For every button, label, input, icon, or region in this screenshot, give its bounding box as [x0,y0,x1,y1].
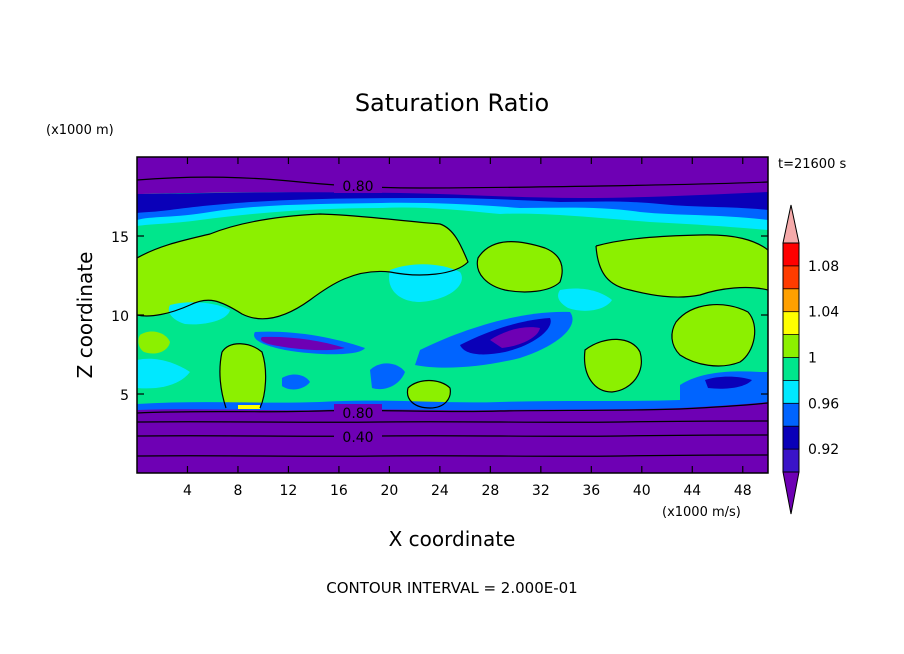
contour-lower-020 [137,454,768,457]
colorbar-over-triangle [782,204,800,244]
x-tick-label: 28 [481,483,499,499]
x-axis-ticks: 4 8 12 16 20 24 28 32 36 40 44 48 [183,157,752,499]
colorbar-tick-label: 1.04 [808,305,839,321]
x-tick-label: 24 [431,483,449,499]
contour-lower-040 [137,434,768,437]
contour-lower-080 [137,402,768,414]
field-region-mid-cloud [219,343,266,408]
field-region-mid-cloud-4 [407,380,451,408]
y-tick-label: 5 [120,388,129,404]
colorbar-segment [783,357,799,381]
colorbar-segment [783,426,799,450]
field-region-streak-2 [260,336,345,351]
field-region-cyan-1 [389,264,462,302]
contour-interval-note: CONTOUR INTERVAL = 2.000E-01 [326,579,577,597]
contour-cloud-edge-7 [406,379,451,409]
field-region-streak-9 [282,374,310,390]
x-tick-label: 4 [183,483,192,499]
x-tick-label: 40 [633,483,651,499]
x-tick-label: 16 [330,483,348,499]
field-region-streak-8 [705,376,752,389]
contour-label-bg-2 [334,404,382,420]
contour-lines [137,176,768,457]
field-region-streak-6 [370,363,405,390]
colorbar-segment [783,265,799,289]
colorbar-tick-label: 0.92 [808,442,839,458]
y-axis-label: Z coordinate [73,252,97,379]
contour-label-lower-080: 0.80 [342,406,373,422]
x-tick-label: 44 [683,483,701,499]
field-region-stratosphere [137,157,768,198]
field-region-mid-cloud-5 [138,331,170,354]
contour-upper-080 [137,176,768,189]
colorbar-segment [783,403,799,427]
y-tick-label: 10 [111,309,129,325]
contour-cloud-edge-5 [583,338,642,393]
contour-label-bg-1 [334,177,382,193]
x-unit-label: (x1000 m/s) [662,505,741,520]
colorbar-segment [783,311,799,335]
colorbar-segment [783,380,799,404]
chart-title: Saturation Ratio [355,89,549,117]
field-region-upper-cloud-2 [477,241,563,292]
colorbar-segment [783,449,799,472]
x-tick-label: 32 [532,483,550,499]
x-tick-label: 20 [380,483,398,499]
field-region-upper-cloud [137,214,468,319]
contour-lower-060 [137,420,768,423]
contour-cloud-edge-4 [219,343,267,409]
x-tick-label: 48 [734,483,752,499]
y-unit-label: (x1000 m) [46,123,114,138]
field-region-mid-cloud-2 [584,339,642,392]
colorbar-segment [783,288,799,312]
field-region-streak-5 [490,327,540,348]
contour-cloud-edge-3 [595,234,768,298]
field-region-mid-cloud-3 [671,304,755,366]
y-tick-label: 15 [111,230,129,246]
field-region-upper-cloud-3 [596,234,768,298]
saturation-field: 0.80 0.80 0.40 [137,157,768,473]
contour-label-upper: 0.80 [342,179,373,195]
colorbar-tick-label: 1.08 [808,259,839,275]
field-region-supersaturated-spot [238,405,260,409]
x-tick-label: 36 [582,483,600,499]
x-tick-label: 8 [233,483,242,499]
contour-label-bg-3 [334,428,382,444]
colorbar-segment [783,334,799,358]
colorbar: 0.92 0.96 1 1.04 1.08 [782,204,839,515]
x-tick-label: 12 [280,483,298,499]
x-axis-label: X coordinate [389,527,516,551]
contour-cloud-edge-6 [671,303,756,367]
colorbar-under-triangle [782,471,800,515]
colorbar-segment [783,243,799,266]
y-axis-ticks: 5 10 15 [111,230,768,404]
colorbar-tick-label: 0.96 [808,396,839,412]
contour-cloud-edge-2 [476,241,563,293]
contour-cloud-edge-1 [137,213,469,320]
colorbar-tick-label: 1 [808,351,817,367]
field-region-cyan-4 [137,358,190,389]
field-region-cyan-3 [558,288,612,311]
field-region-lower-dry [137,402,768,473]
contour-label-lower-040: 0.40 [342,430,373,446]
time-label: t=21600 s [778,157,846,172]
